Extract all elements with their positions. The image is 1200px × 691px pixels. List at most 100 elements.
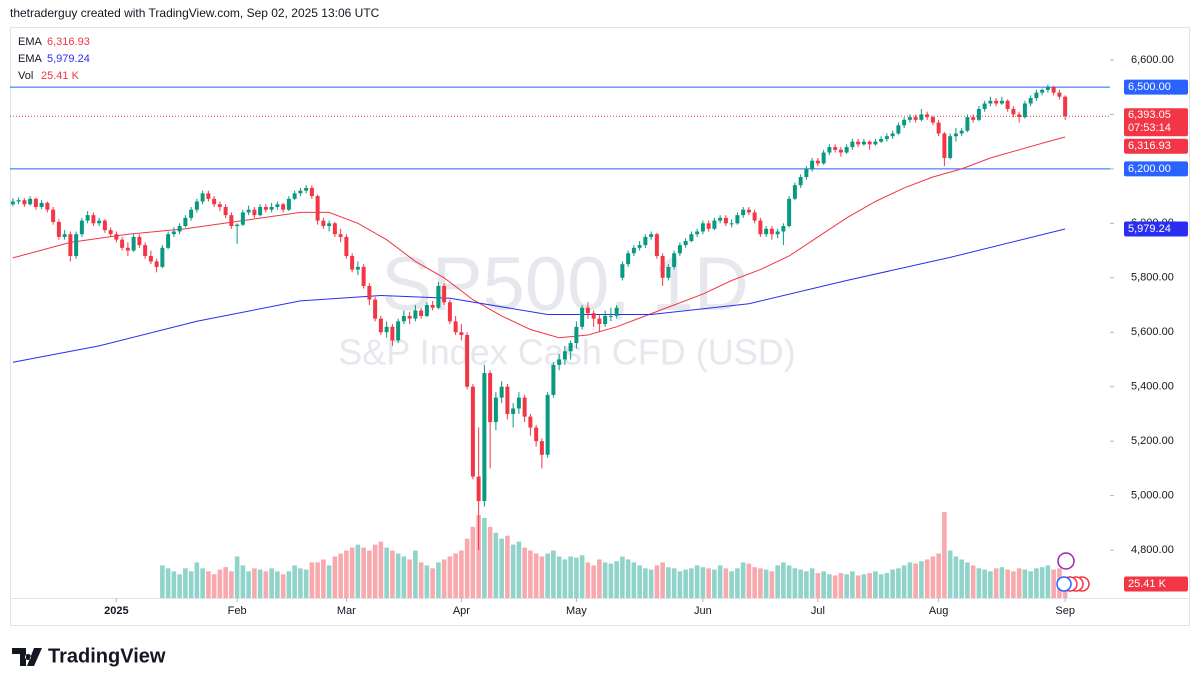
candle-body — [948, 136, 953, 158]
candle-body — [792, 185, 797, 199]
volume-bar — [206, 571, 211, 598]
candle-body — [97, 220, 102, 224]
volume-bar — [499, 538, 504, 598]
candle-body — [240, 212, 245, 225]
volume-bar — [965, 562, 970, 598]
candle-body — [516, 397, 521, 409]
candle-body — [867, 141, 872, 145]
volume-bar — [752, 567, 757, 598]
candle-body — [10, 201, 15, 205]
candle-body — [108, 230, 113, 235]
volume-bar — [602, 562, 608, 598]
ema-line — [12, 228, 1066, 363]
candle-body — [309, 187, 314, 197]
candle-body — [91, 215, 96, 224]
candle-body — [62, 234, 67, 237]
x-tick-label: May — [566, 605, 587, 617]
candle-body — [102, 220, 107, 231]
candle-body — [229, 215, 234, 227]
candle-body — [902, 119, 907, 126]
volume-bar — [919, 561, 924, 598]
volume-bar — [873, 571, 878, 598]
candle-body — [148, 255, 153, 262]
footer-logo: TradingView — [12, 645, 166, 667]
volume-bar — [625, 559, 631, 598]
volume-bar — [976, 568, 982, 598]
candle-body — [660, 255, 665, 278]
candle-body — [350, 255, 355, 270]
candle-body — [68, 234, 73, 256]
volume-bar — [286, 571, 292, 598]
level-label: 6,500.00 — [1128, 81, 1171, 93]
volume-bar — [430, 568, 435, 598]
volume-bar — [257, 569, 263, 598]
volume-bar — [528, 550, 533, 598]
candle-body — [22, 200, 27, 205]
candle-body — [907, 117, 912, 120]
volume-bar — [522, 547, 527, 598]
candle-body — [453, 321, 458, 333]
candle-body — [953, 133, 958, 137]
candle-body — [890, 133, 895, 137]
candle-body — [183, 217, 188, 227]
volume-bar — [1028, 571, 1033, 598]
volume-bar — [763, 569, 769, 598]
candle-body — [775, 231, 780, 235]
volume-bar — [907, 562, 913, 598]
x-tick-label: Mar — [337, 605, 356, 617]
volume-bar — [901, 565, 907, 598]
volume-bar — [413, 550, 418, 598]
volume-bar — [671, 568, 677, 598]
candle-body — [200, 193, 205, 202]
volume-bar — [556, 556, 562, 598]
candle-body — [436, 285, 441, 308]
candle-body — [838, 149, 843, 153]
volume-bar — [798, 569, 803, 598]
volume-bar — [821, 571, 826, 598]
logo-text: TradingView — [48, 645, 166, 667]
candle-body — [246, 209, 251, 213]
candle-body — [982, 103, 987, 109]
candle-body — [258, 206, 263, 216]
volume-bar — [936, 553, 941, 598]
candle-body — [522, 397, 527, 417]
volume-bar — [447, 556, 453, 598]
volume-bar — [562, 559, 568, 598]
volume-bar — [464, 538, 470, 598]
candle-body — [833, 147, 838, 150]
volume-bar — [355, 544, 361, 598]
volume-bar — [694, 565, 700, 598]
volume-bar — [246, 571, 251, 598]
candle-body — [965, 117, 970, 131]
volume-bar — [372, 544, 378, 598]
candle-body — [373, 299, 378, 319]
volume-bar — [792, 568, 798, 598]
candle-body — [79, 220, 84, 235]
candle-body — [683, 241, 688, 246]
candle-body — [712, 220, 717, 229]
candle-body — [212, 198, 217, 205]
candle-body — [643, 236, 648, 246]
candle-body — [861, 141, 866, 145]
event-icon — [1057, 552, 1075, 570]
volume-bar — [344, 550, 349, 598]
legend-value: 6,316.93 — [47, 36, 90, 48]
y-tick-label: 4,800.00 — [1131, 544, 1174, 556]
volume-bar — [769, 571, 775, 598]
volume-bar — [240, 565, 246, 598]
volume-bar — [390, 550, 395, 598]
volume-bar — [827, 574, 832, 598]
candle-body — [884, 136, 889, 139]
candle-body — [649, 234, 654, 237]
volume-bar — [631, 562, 637, 598]
volume-bar — [689, 568, 694, 598]
candle-body — [235, 224, 240, 227]
candle-body — [419, 310, 424, 316]
candle-body — [942, 133, 947, 158]
x-tick-label: Sep — [1055, 605, 1075, 617]
volume-bar — [177, 574, 182, 598]
candle-body — [459, 332, 464, 335]
candle-body — [511, 408, 516, 414]
candle-body — [591, 313, 596, 319]
candle-body — [551, 364, 556, 395]
